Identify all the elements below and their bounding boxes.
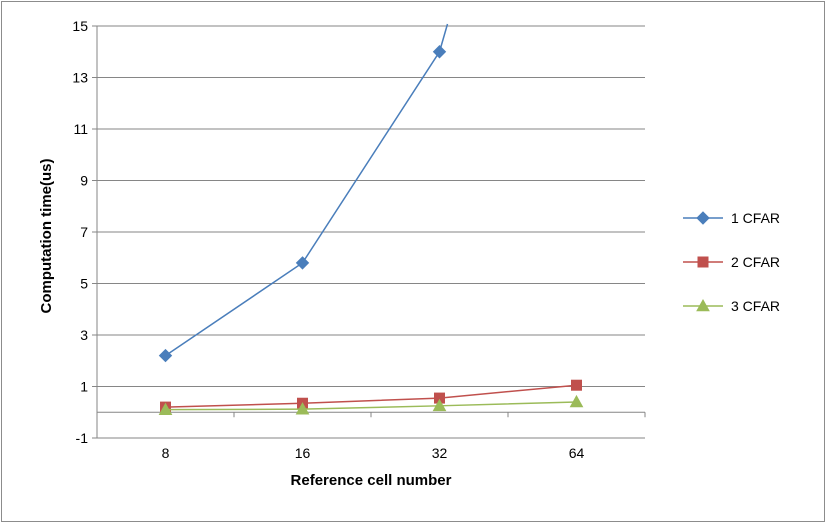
series-group: [158, 23, 584, 415]
legend-label: 2 CFAR: [731, 254, 780, 270]
legend-label: 1 CFAR: [731, 210, 780, 226]
data-point: [432, 398, 447, 412]
series-line: [165, 23, 449, 357]
series-3: [158, 394, 584, 415]
legend-marker: [696, 211, 710, 225]
y-tick-label: 5: [80, 276, 88, 292]
y-tick-label: 3: [80, 327, 88, 343]
y-tick-label: -1: [76, 430, 89, 446]
legend-item-3: 3 CFAR: [683, 298, 780, 314]
legend-label: 3 CFAR: [731, 298, 780, 314]
data-point: [432, 45, 447, 59]
x-tick-label: 64: [569, 445, 585, 461]
legend-item-1: 1 CFAR: [683, 210, 780, 226]
series-1: [158, 23, 449, 363]
y-tick-label: 13: [72, 70, 88, 86]
x-tick-labels: 8 16 32 64: [96, 412, 646, 461]
x-tick-label: 32: [432, 445, 448, 461]
legend-marker: [696, 298, 710, 312]
data-point: [295, 256, 310, 270]
y-tick-label: 11: [73, 121, 88, 137]
legend-marker: [697, 256, 709, 268]
data-point: [158, 348, 173, 363]
data-point: [295, 402, 310, 415]
y-tick-label: 1: [80, 379, 88, 395]
series-line: [165, 384, 577, 408]
y-tick-label: 7: [80, 224, 88, 240]
x-tick-label: 8: [162, 445, 170, 461]
grid-lines: [92, 25, 645, 439]
y-tick-label: 9: [80, 173, 88, 189]
data-point: [569, 394, 584, 408]
legend-item-2: 2 CFAR: [683, 254, 780, 270]
legend: 1 CFAR 2 CFAR 3 CFAR: [683, 210, 780, 314]
data-point: [571, 379, 582, 391]
y-tick-label: 15: [72, 18, 88, 34]
series-line: [165, 401, 577, 411]
y-axis-title: Computation time(us): [38, 159, 55, 314]
x-tick-label: 16: [295, 445, 311, 461]
x-axis-title: Reference cell number: [291, 472, 452, 489]
data-point: [158, 402, 173, 415]
